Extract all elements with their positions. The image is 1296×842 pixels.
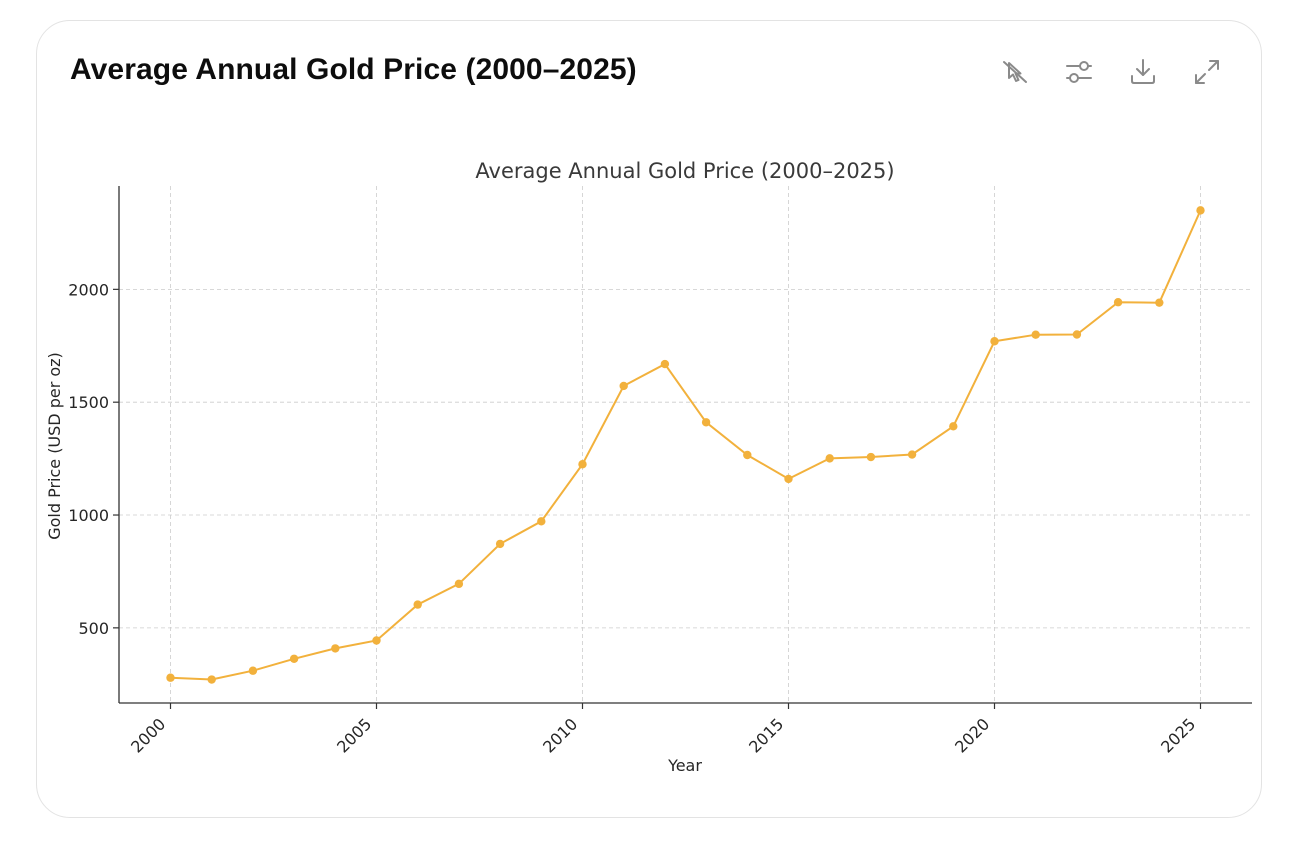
grid-lines (119, 186, 1252, 703)
sliders-icon (1066, 61, 1092, 83)
data-point (413, 600, 422, 609)
data-point (207, 675, 216, 684)
data-point (866, 452, 876, 462)
x-axis-label: Year (667, 756, 702, 775)
data-point (1155, 298, 1164, 307)
data-point (660, 359, 670, 369)
expand-button[interactable] (1189, 54, 1225, 90)
data-point (1113, 298, 1123, 307)
data-point (701, 418, 711, 427)
card-title: Average Annual Gold Price (2000–2025) (70, 53, 637, 86)
x-tick-label: 2000 (127, 714, 169, 756)
x-tick-label: 2015 (745, 714, 787, 756)
series-line (170, 209, 1202, 681)
y-tick-label: 500 (78, 619, 109, 638)
data-point (784, 474, 793, 484)
y-tick-label: 1500 (68, 393, 109, 412)
data-point (1031, 330, 1040, 339)
tick-labels: 2000 2005 2010 2015 2020 2025 500 1000 1500 2000 (68, 280, 1202, 757)
chart-toolbar (997, 54, 1225, 90)
y-tick-label: 1000 (68, 506, 109, 525)
data-point (454, 579, 464, 589)
data-point (619, 381, 628, 391)
chart-title: Average Annual Gold Price (2000–2025) (475, 159, 894, 183)
x-tick-label: 2010 (539, 714, 581, 756)
download-icon (1131, 59, 1155, 84)
chart-card: Average Annual Gold Price (2000–2025) (36, 20, 1262, 818)
chart-settings-button[interactable] (1061, 54, 1097, 90)
data-point (990, 337, 999, 346)
cursor-off-icon (1003, 61, 1027, 83)
data-point (825, 454, 834, 463)
data-points (166, 206, 1205, 684)
data-point (1072, 330, 1082, 339)
download-button[interactable] (1125, 54, 1161, 90)
data-point (495, 539, 505, 549)
axes (118, 186, 1252, 704)
x-tick-label: 2005 (333, 714, 375, 756)
data-point (949, 422, 958, 431)
y-axis-label: Gold Price (USD per oz) (45, 352, 64, 540)
data-point (743, 450, 752, 460)
data-point (248, 666, 258, 675)
y-tick-label: 2000 (68, 280, 109, 299)
data-point (1196, 206, 1205, 215)
x-tick-label: 2025 (1157, 714, 1199, 756)
data-point (372, 636, 381, 645)
data-point (289, 654, 299, 663)
data-point (907, 450, 917, 459)
data-point (578, 460, 587, 469)
interactive-toggle-button[interactable] (997, 54, 1033, 90)
data-point (331, 644, 340, 653)
data-point (537, 517, 546, 526)
data-point (166, 673, 175, 682)
expand-icon (1195, 60, 1219, 84)
x-tick-label: 2020 (951, 714, 993, 756)
